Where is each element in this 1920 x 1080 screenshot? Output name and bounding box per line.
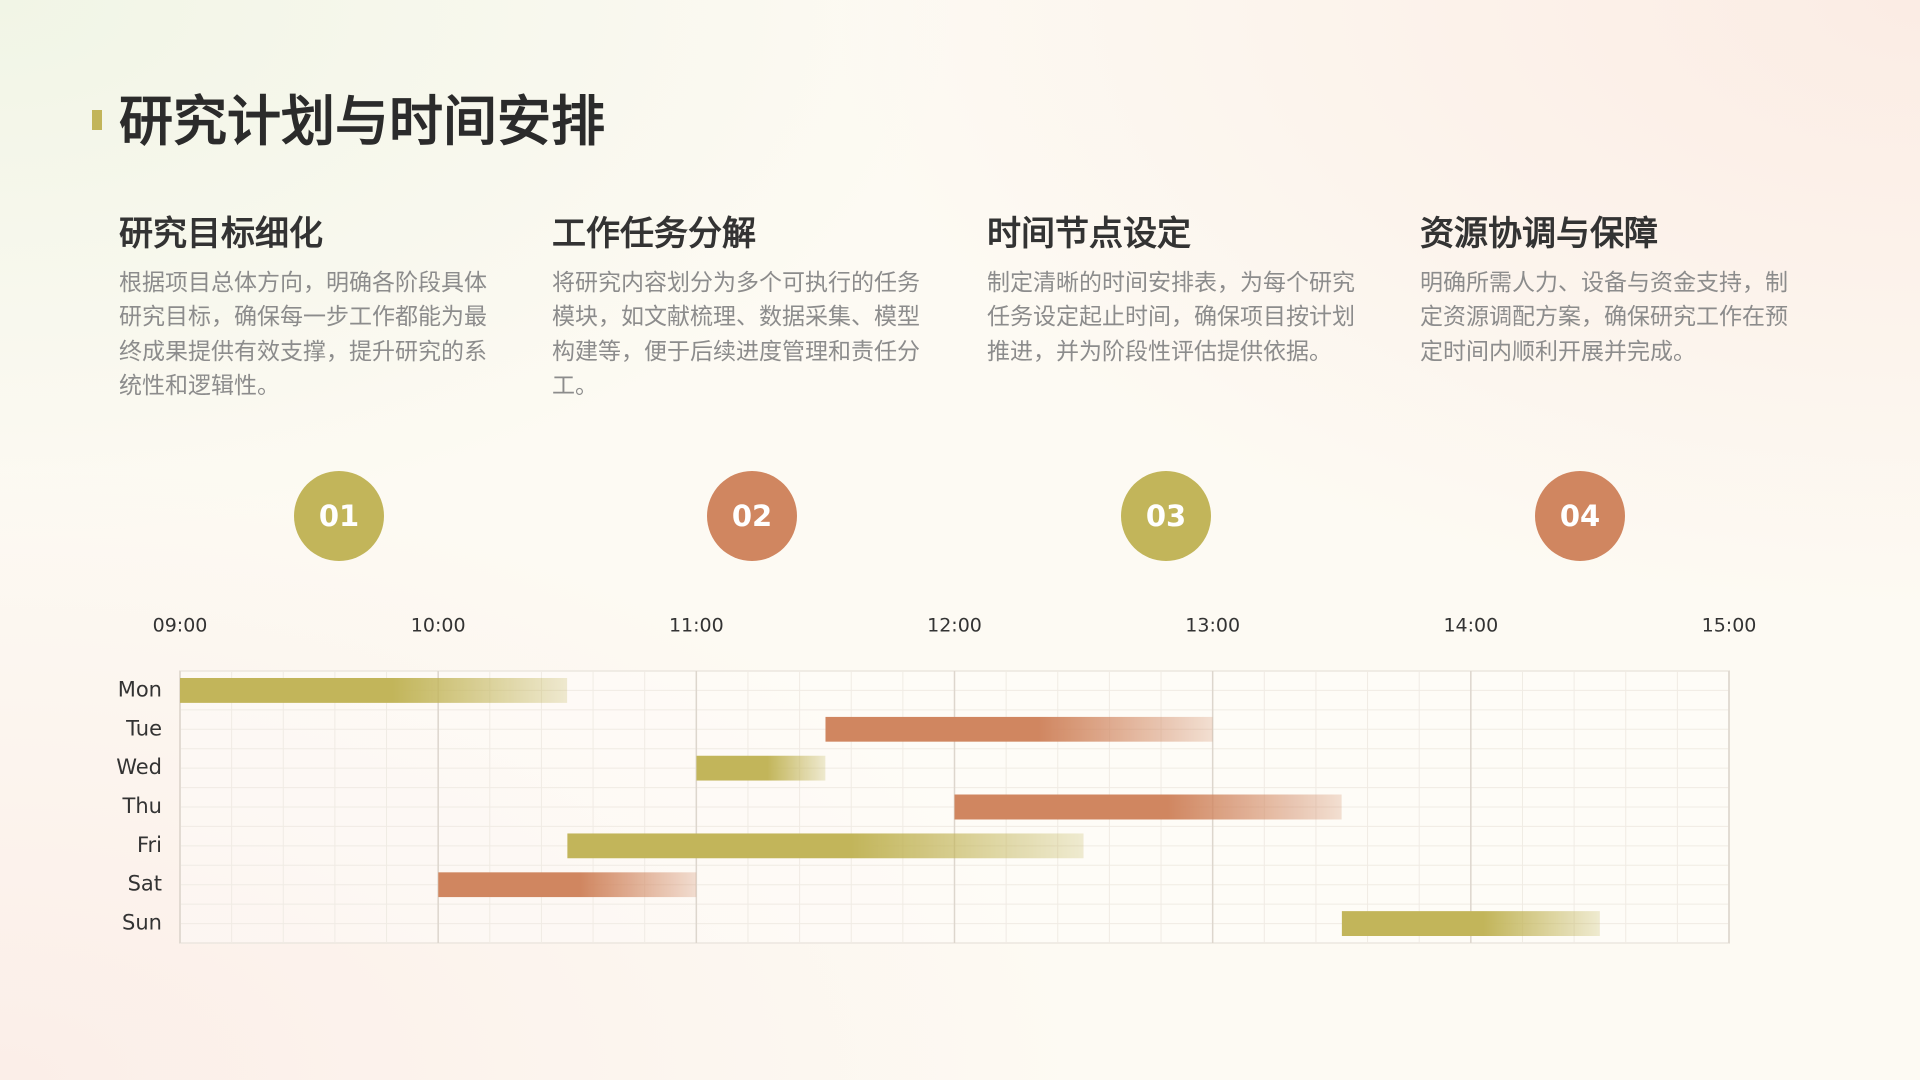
column-heading: 工作任务分解 — [552, 214, 756, 254]
step-circle — [707, 471, 797, 561]
bar — [1341, 911, 1600, 937]
y-tick-label: Thu — [122, 794, 162, 818]
column-heading: 研究目标细化 — [119, 214, 323, 254]
step-number: 01 — [319, 499, 359, 533]
column-body: 根据项目总体方向，明确各阶段具体研究目标，确保每一步工作都能为最终成果提供有效支… — [119, 270, 487, 399]
y-tick-label: Sat — [128, 872, 162, 896]
column: 工作任务分解将研究内容划分为多个可执行的任务模块，如文献梳理、数据采集、模型构建… — [552, 208, 922, 403]
x-tick-label: 10:00 — [411, 615, 466, 637]
y-tick-label: Mon — [118, 677, 162, 701]
x-tick-label: 09:00 — [153, 615, 208, 637]
step-number: 04 — [1560, 499, 1600, 533]
step-number: 02 — [732, 499, 772, 533]
y-tick-label: Tue — [125, 716, 162, 740]
bar — [180, 677, 568, 703]
column-heading: 时间节点设定 — [987, 214, 1191, 254]
y-tick-label: Sun — [122, 911, 162, 935]
column-body: 将研究内容划分为多个可执行的任务模块，如文献梳理、数据采集、模型构建等，便于后续… — [552, 270, 920, 399]
column: 研究目标细化根据项目总体方向，明确各阶段具体研究目标，确保每一步工作都能为最终成… — [119, 208, 489, 403]
step-circle — [1121, 471, 1211, 561]
title-marker — [92, 110, 102, 130]
bar — [438, 872, 697, 898]
x-tick-label: 15:00 — [1702, 615, 1757, 637]
bar — [567, 833, 1084, 859]
bar — [825, 716, 1213, 742]
x-tick-label: 12:00 — [927, 615, 982, 637]
column: 资源协调与保障明确所需人力、设备与资金支持，制定资源调配方案，确保研究工作在预定… — [1420, 208, 1790, 369]
y-tick-label: Fri — [137, 833, 162, 857]
bar — [696, 755, 826, 781]
bar — [954, 794, 1342, 820]
x-tick-label: 13:00 — [1185, 615, 1240, 637]
step-circle — [294, 471, 384, 561]
column: 时间节点设定制定清晰的时间安排表，为每个研究任务设定起止时间，确保项目按计划推进… — [987, 208, 1357, 369]
step-circle — [1535, 471, 1625, 561]
x-tick-label: 11:00 — [669, 615, 724, 637]
slide-title: 研究计划与时间安排 — [119, 90, 605, 153]
column-body: 制定清晰的时间安排表，为每个研究任务设定起止时间，确保项目按计划推进，并为阶段性… — [987, 270, 1355, 365]
column-heading: 资源协调与保障 — [1420, 214, 1658, 254]
y-tick-label: Wed — [116, 755, 162, 779]
x-tick-label: 14:00 — [1443, 615, 1498, 637]
column-body: 明确所需人力、设备与资金支持，制定资源调配方案，确保研究工作在预定时间内顺利开展… — [1420, 270, 1788, 365]
step-number: 03 — [1146, 499, 1186, 533]
